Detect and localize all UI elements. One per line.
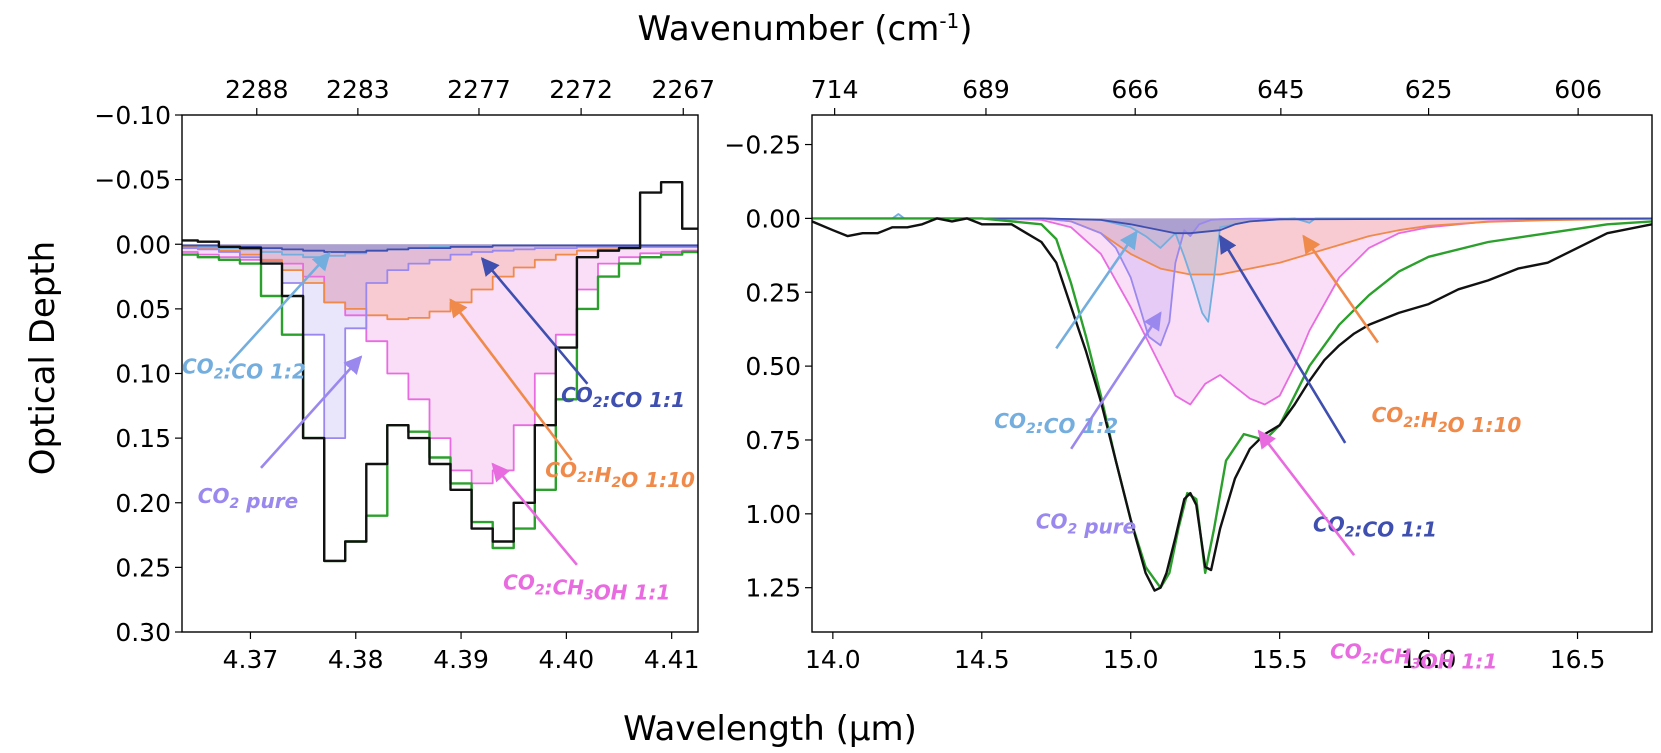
left-xtick-label: 4.39 [433, 645, 489, 674]
left-label-co2-co-1-2: CO2:CO 1:2 [182, 355, 306, 384]
left-label-co2-h2o-1-10: CO2:H2O 1:10 [545, 458, 695, 492]
top-axis-title-main: Wavenumber (cm [637, 9, 939, 49]
left-label-co2-pure: CO2 pure [198, 484, 298, 513]
right-arrow-co2-pure [1070, 311, 1162, 450]
right-xtick-label: 16.5 [1550, 645, 1606, 674]
right-top-tick-label: 714 [811, 75, 859, 104]
right-panel: −0.25 0.00 0.25 0.50 0.75 1.00 1.25 14.0 14.5 15.… [724, 75, 1653, 674]
right-line-co2-co-1-1 [812, 217, 1652, 235]
left-xtick-label: 4.38 [328, 645, 384, 674]
right-arrow-co2-co-1-1 [1218, 234, 1347, 444]
left-ytick-label: 0.00 [115, 230, 171, 259]
right-top-tick-label: 625 [1405, 75, 1453, 104]
left-fill-co2-co-1-2 [182, 244, 698, 258]
right-label-co2-pure: CO2 pure [1036, 510, 1136, 539]
right-ytick-label: 0.75 [745, 426, 801, 455]
bottom-axis-title: Wavelength (µm) [623, 709, 917, 749]
right-line-co2-pure [812, 217, 1652, 347]
right-fill-co2-co-1-1 [812, 218, 1652, 234]
left-ytick-label: −0.10 [94, 101, 171, 130]
left-plot-area [182, 181, 698, 563]
left-xtick-label: 4.40 [539, 645, 595, 674]
right-ytick-label: 0.50 [745, 352, 801, 381]
left-fill-co2-h2o-1-10 [182, 244, 698, 320]
right-label-co2-h2o-1-10: CO2:H2O 1:10 [1372, 403, 1522, 437]
left-arrow-co2-co-1-1 [480, 257, 589, 385]
right-ytick-label: 1.00 [745, 500, 801, 529]
top-axis-title: Wavenumber (cm-1) [637, 9, 972, 49]
right-label-co2-co-1-1: CO2:CO 1:1 [1313, 513, 1437, 542]
left-ytick-label: 0.10 [115, 360, 171, 389]
left-line-model-total [182, 250, 698, 563]
left-xtick-label: 4.37 [223, 645, 279, 674]
right-top-tick-label: 645 [1257, 75, 1305, 104]
left-xtick-label: 4.41 [644, 645, 700, 674]
right-line-observed [812, 217, 1652, 592]
left-ytick-label: 0.05 [115, 295, 171, 324]
left-panel: −0.10 −0.05 0.00 0.05 0.10 0.15 0.20 0.25 0.30 4.… [94, 75, 715, 674]
left-top-tick-label: 2288 [225, 75, 289, 104]
left-ytick-label: 0.30 [115, 618, 171, 647]
right-ytick-label: −0.25 [724, 131, 801, 160]
right-label-co2-co-1-2: CO2:CO 1:2 [994, 409, 1118, 438]
right-ytick-label: 0.25 [745, 278, 801, 307]
left-line-observed [182, 181, 698, 563]
left-line-co2-ch3oh-1-1 [182, 249, 698, 485]
right-xtick-label: 14.0 [805, 645, 861, 674]
left-fill-co2-ch3oh-1-1 [182, 244, 698, 484]
left-arrow-co2-ch3oh-1-1 [491, 462, 578, 566]
right-ytick-label: 0.00 [745, 204, 801, 233]
left-fill-co2-pure [182, 244, 698, 439]
left-ytick-label: 0.20 [115, 489, 171, 518]
right-arrow-co2-h2o-1-10 [1302, 234, 1380, 344]
left-top-tick-label: 2277 [447, 75, 511, 104]
left-arrow-co2-pure [260, 355, 363, 469]
left-ytick-label: 0.15 [115, 424, 171, 453]
right-top-tick-label: 606 [1554, 75, 1602, 104]
left-top-tick-label: 2267 [651, 75, 715, 104]
right-label-co2-ch3oh-1-1: CO2:CH3OH 1:1 [1330, 640, 1497, 674]
right-arrow-co2-ch3oh-1-1 [1257, 429, 1356, 556]
right-top-tick-label: 666 [1111, 75, 1159, 104]
left-top-tick-label: 2283 [326, 75, 390, 104]
right-plot-area [812, 213, 1652, 592]
left-arrow-co2-co-1-2 [228, 251, 331, 365]
left-top-tick-label: 2272 [549, 75, 613, 104]
right-arrow-co2-co-1-2 [1055, 230, 1138, 350]
left-ytick-label: −0.05 [94, 166, 171, 195]
right-line-co2-ch3oh-1-1 [812, 217, 1652, 406]
left-label-co2-co-1-1: CO2:CO 1:1 [561, 383, 685, 412]
left-axis-title: Optical Depth [23, 241, 63, 475]
top-axis-title-sup: -1 [939, 9, 959, 33]
left-label-co2-ch3oh-1-1: CO2:CH3OH 1:1 [503, 570, 670, 604]
right-axes-frame [811, 114, 1653, 633]
right-top-tick-label: 689 [962, 75, 1010, 104]
right-ytick-label: 1.25 [745, 574, 801, 603]
top-axis-title-end: ) [959, 9, 972, 49]
right-fill-co2-ch3oh-1-1 [812, 218, 1652, 405]
right-xtick-label: 14.5 [954, 645, 1010, 674]
right-xtick-label: 15.5 [1252, 645, 1308, 674]
left-ytick-label: 0.25 [115, 553, 171, 582]
right-xtick-label: 16.0 [1401, 645, 1457, 674]
left-arrow-co2-h2o-1-10 [449, 298, 573, 461]
right-xtick-label: 15.0 [1103, 645, 1159, 674]
